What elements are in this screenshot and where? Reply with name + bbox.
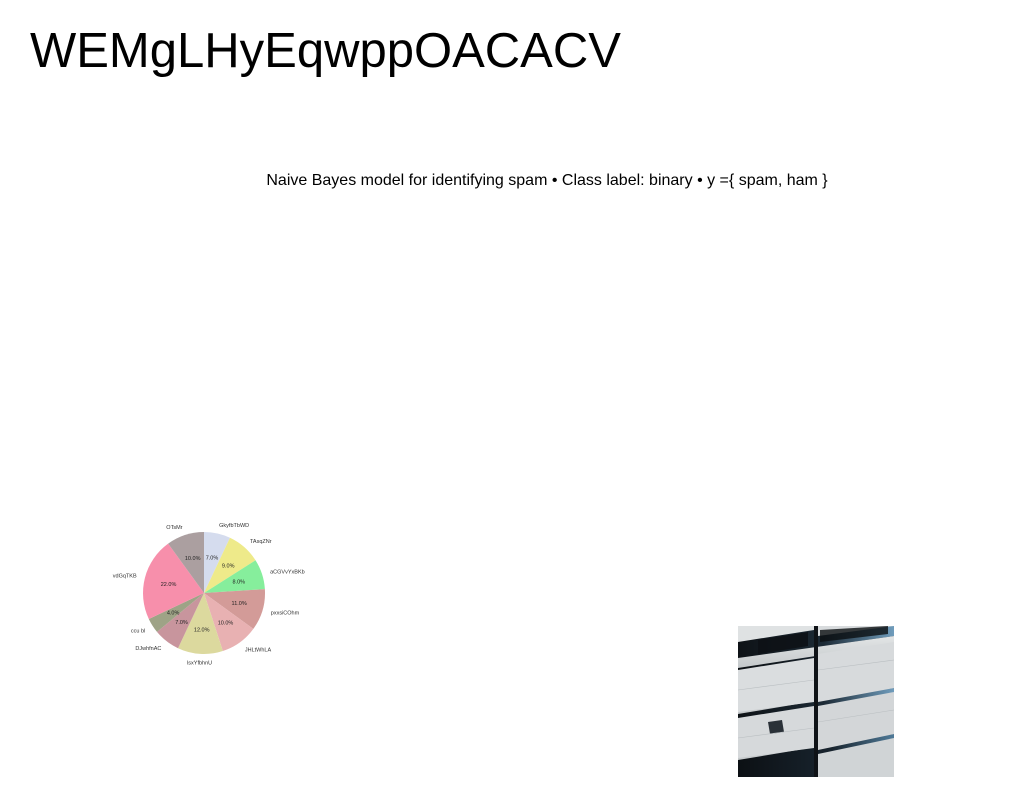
pie-slice-label-8: vdGqTKB (113, 574, 137, 580)
pie-slice-7 (148, 593, 204, 632)
pie-slice-label-9: OTsMr (166, 525, 182, 531)
pie-chart: 7.0% GkyfbTbWD 9.0% TAsqZNr 8.0% aCGVvYxBKb 11… (105, 503, 315, 683)
pie-slice-2 (204, 560, 265, 593)
pie-slice-pct-6: 7.0% (175, 620, 188, 626)
pie-slice-label-5: lsxYfbhnU (187, 660, 212, 666)
pie-slice-pct-3: 11.0% (232, 601, 247, 607)
pie-slice-pct-1: 9.0% (222, 564, 235, 570)
pie-slice-label-1: TAsqZNr (250, 539, 272, 545)
pie-slice-pct-8: 22.0% (161, 582, 177, 588)
pie-slice-pct-7: 4.0% (167, 611, 180, 617)
pie-slice-4 (204, 593, 254, 652)
pie-chart-svg: 7.0% GkyfbTbWD 9.0% TAsqZNr 8.0% aCGVvYxBKb 11… (113, 523, 305, 666)
pie-slice-pct-5: 12.0% (194, 628, 210, 634)
pie-slice-9 (168, 532, 204, 593)
pie-slice-5 (178, 593, 223, 654)
pie-slice-pct-4: 10.0% (218, 621, 234, 627)
pie-slice-label-2: aCGVvYxBKb (270, 570, 305, 576)
pie-slice-6 (157, 593, 204, 649)
pie-slice-label-0: GkyfbTbWD (219, 523, 249, 529)
pie-slice-pct-2: 8.0% (233, 580, 246, 586)
pie-slice-pct-9: 10.0% (185, 556, 201, 562)
pie-slice-label-7: ccu bl (131, 628, 145, 634)
pie-slice-label-6: DJwhfnAC (135, 646, 161, 652)
pie-slice-0 (204, 532, 230, 593)
pie-slice-pct-0: 7.0% (206, 555, 219, 561)
building-facade-photo (738, 626, 894, 777)
pie-slice-1 (204, 537, 256, 593)
pie-slice-label-3: pxxsiCOhm (271, 610, 300, 616)
page-subtitle: Naive Bayes model for identifying spam •… (266, 172, 828, 189)
pie-slice-8 (143, 543, 204, 619)
pie-slice-3 (204, 589, 266, 629)
pie-slice-label-4: JHLtWhLA (245, 647, 272, 653)
building-facade-image (738, 626, 894, 777)
page-title: WEMgLHyEqwppOACACV (30, 24, 621, 78)
